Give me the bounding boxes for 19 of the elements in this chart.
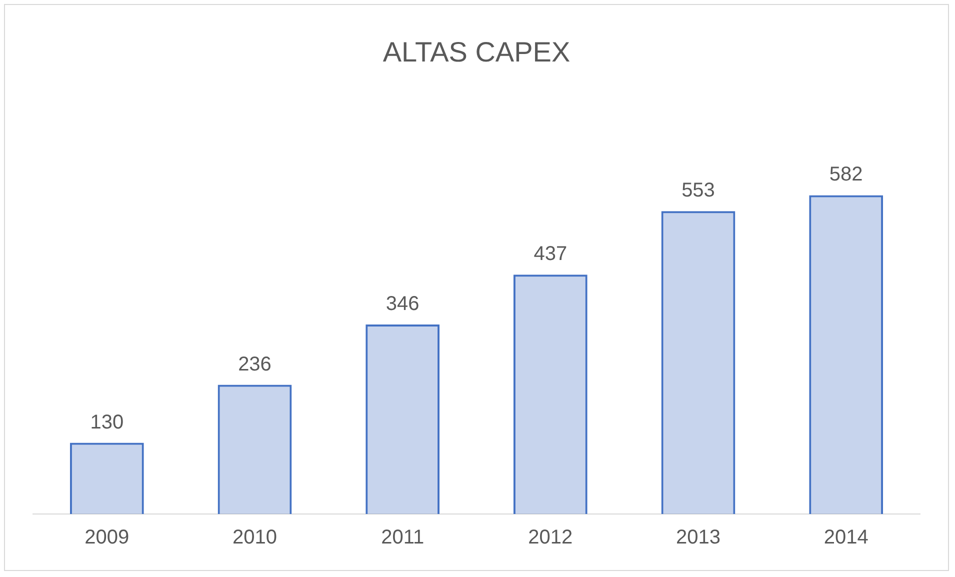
bar <box>661 211 736 514</box>
bar <box>218 384 292 514</box>
data-label: 236 <box>238 353 272 376</box>
x-tick-label: 2009 <box>84 526 130 549</box>
data-label: 553 <box>682 180 715 202</box>
data-label: 437 <box>534 243 568 266</box>
x-tick-label: 2010 <box>232 526 277 549</box>
chart-title: ALTAS CAPEX <box>382 36 570 68</box>
data-label: 346 <box>386 293 420 316</box>
x-tick-label: 2013 <box>676 526 720 549</box>
bar <box>70 442 144 514</box>
data-label: 130 <box>90 411 124 434</box>
data-label: 582 <box>829 164 863 186</box>
bar <box>366 324 440 514</box>
bar <box>513 274 588 514</box>
x-tick-label: 2014 <box>824 526 868 549</box>
x-tick-label: 2011 <box>381 526 424 549</box>
x-tick-label: 2012 <box>528 526 573 549</box>
bar <box>809 195 884 514</box>
